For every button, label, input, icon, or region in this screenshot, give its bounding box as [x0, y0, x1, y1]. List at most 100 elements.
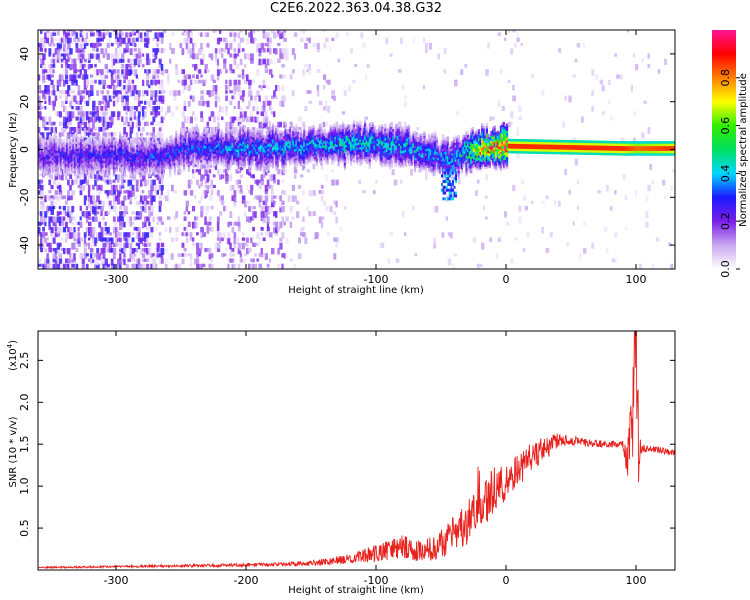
- spectrogram-ridge-cell: [98, 169, 102, 173]
- spectrogram-noise-cell: [44, 221, 47, 227]
- spectrogram-noise-cell: [187, 37, 192, 43]
- spectrogram-noise-cell: [81, 263, 85, 269]
- spectrogram-noise-cell: [117, 216, 121, 223]
- spectrogram-noise-cell: [173, 190, 177, 194]
- spectrogram-noise-cell: [262, 79, 266, 86]
- spectrogram-ridge-cell: [114, 148, 117, 151]
- spectrogram-ridge-cell: [38, 165, 41, 168]
- spectrogram-ridge-cell: [105, 162, 108, 166]
- spectrogram-noise-cell: [391, 169, 395, 176]
- spectrogram-noise-cell: [40, 184, 44, 191]
- spectrogram-noise-cell: [67, 205, 70, 213]
- spectrogram-noise-cell: [148, 242, 152, 247]
- spectrogram-noise-cell: [98, 237, 101, 241]
- spectrogram-ridge-cell: [243, 160, 247, 164]
- spectrogram-noise-cell: [196, 258, 200, 264]
- spectrogram-noise-cell: [104, 237, 108, 242]
- spectrogram-ridge-cell: [73, 149, 77, 152]
- spectrogram-ridge-cell: [240, 158, 243, 161]
- spectrogram-noise-cell: [160, 121, 165, 128]
- spectrogram-ridge-cell: [150, 152, 153, 156]
- spectrogram-noise-cell: [56, 216, 59, 223]
- spectrogram-noise-cell: [239, 163, 244, 171]
- spectrogram-noise-cell: [92, 106, 96, 111]
- spectrogram-ridge-cell: [38, 141, 41, 144]
- spectrogram-noise-cell: [599, 79, 604, 85]
- spectrogram-ridge-cell: [87, 170, 91, 174]
- spectrogram-noise-cell: [395, 258, 400, 263]
- spectrogram-ridge-cell: [130, 138, 133, 141]
- spectrogram-noise-cell: [210, 74, 215, 81]
- spectrogram-ridge-cell: [172, 143, 175, 147]
- spectrogram-ridge-cell: [137, 145, 141, 149]
- spectrogram-noise-cell: [112, 200, 116, 206]
- spectrogram-ridge-cell: [61, 152, 64, 156]
- spectrogram-ridge-cell: [97, 148, 100, 152]
- spectrogram-noise-cell: [204, 216, 207, 223]
- spectrogram-ridge-cell: [179, 127, 183, 131]
- spectrogram-noise-cell: [73, 30, 77, 35]
- spectrogram-noise-cell: [108, 179, 112, 185]
- spectrogram-ridge-cell: [125, 141, 128, 145]
- spectrogram-ridge-cell: [176, 150, 180, 154]
- spectrogram-noise-cell: [42, 200, 45, 207]
- spectrogram-noise-cell: [597, 190, 601, 194]
- spectrogram-ridge-cell: [270, 136, 273, 140]
- spectrogram-ridge-cell: [208, 148, 211, 151]
- spectrogram-noise-cell: [67, 179, 70, 186]
- spectrogram-ridge-cell: [250, 152, 253, 156]
- spectrogram-ridge-cell: [53, 160, 56, 163]
- spectrogram-ridge-cell: [117, 145, 120, 149]
- spectrogram-noise-cell: [250, 216, 254, 221]
- spectrogram-noise-cell: [273, 211, 277, 217]
- spectrogram-noise-cell: [160, 137, 164, 142]
- spectrogram-ridge-cell: [190, 149, 194, 153]
- spectrogram-ridge-cell: [108, 157, 111, 161]
- spectrogram-ridge-cell: [167, 144, 170, 148]
- spectrogram-ridge-cell: [106, 165, 109, 169]
- spectrogram-noise-cell: [634, 63, 639, 71]
- spectrogram-noise-cell: [104, 190, 108, 194]
- spectrogram-ridge-cell: [136, 158, 139, 162]
- spectrogram-ridge-cell: [66, 135, 69, 139]
- spectrogram-ridge-cell: [173, 167, 176, 171]
- spectrogram-ridge-cell: [58, 157, 61, 161]
- spectrogram-ridge-cell: [111, 157, 114, 160]
- spectrogram-noise-cell: [129, 132, 132, 139]
- spectrogram-ridge-cell: [109, 161, 112, 165]
- spectrogram-ridge-cell: [226, 153, 229, 157]
- spectrogram-noise-cell: [96, 263, 100, 269]
- spectrogram-noise-cell: [102, 79, 107, 86]
- spectrogram-noise-cell: [670, 263, 674, 269]
- spectrogram-ridge-cell: [42, 170, 45, 174]
- spectrogram-noise-cell: [476, 179, 480, 184]
- spectrogram-noise-cell: [92, 174, 95, 180]
- spectrogram-noise-cell: [333, 211, 337, 216]
- spectrogram-noise-cell: [160, 242, 165, 248]
- spectrogram-noise-cell: [139, 37, 144, 43]
- spectrogram-ridge-cell: [192, 152, 195, 156]
- spectrogram-ridge-cell: [194, 135, 197, 138]
- spectrogram-noise-cell: [127, 237, 131, 242]
- spectrogram-ridge-cell: [81, 150, 84, 154]
- spectrogram-noise-cell: [133, 226, 137, 231]
- spectrogram-noise-cell: [204, 205, 208, 211]
- spectrogram-noise-cell: [200, 116, 204, 123]
- spectrogram-noise-cell: [160, 253, 164, 259]
- spectrogram-ridge-cell: [215, 144, 219, 148]
- spectrogram-noise-cell: [252, 258, 255, 263]
- spectrogram-ridge-cell: [80, 134, 83, 138]
- spectrogram-noise-cell: [65, 263, 69, 268]
- spectrogram-noise-cell: [264, 211, 269, 218]
- spectrogram-ridge-cell: [256, 127, 259, 131]
- spectrogram-noise-cell: [191, 53, 196, 60]
- spectrogram-noise-cell: [144, 106, 147, 110]
- spectrogram-ridge-cell: [136, 139, 139, 143]
- spectrogram-ridge-cell: [55, 137, 58, 141]
- spectrogram-ridge-cell: [159, 158, 162, 162]
- spectrogram-noise-cell: [198, 200, 201, 204]
- spectrogram-ridge-cell: [95, 149, 98, 152]
- spectrogram-noise-cell: [246, 74, 249, 82]
- spectrogram-ridge-cell: [211, 146, 214, 149]
- spectrogram-ridge-cell: [194, 159, 197, 162]
